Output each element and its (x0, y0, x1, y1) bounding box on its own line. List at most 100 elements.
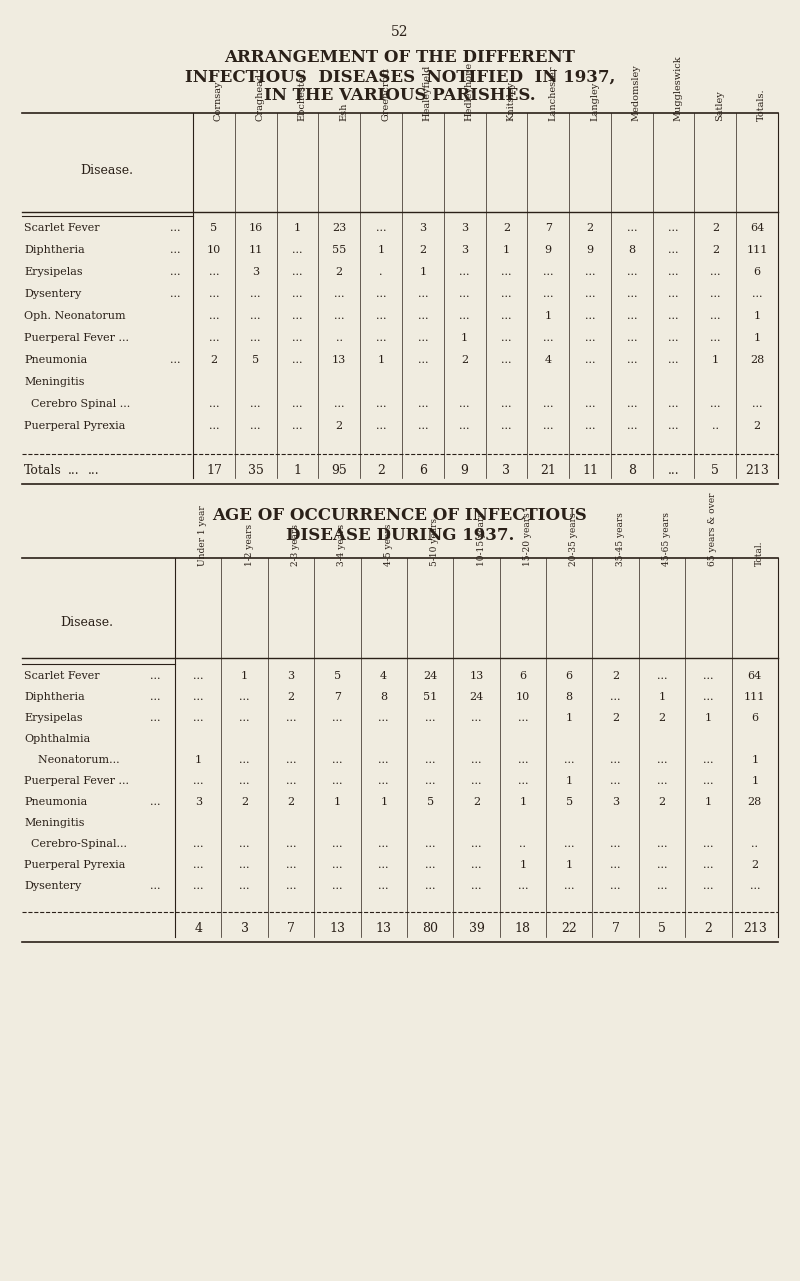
Text: ...: ... (501, 398, 512, 409)
Text: ...: ... (334, 311, 345, 322)
Text: ...: ... (501, 355, 512, 365)
Text: Total.: Total. (755, 541, 764, 566)
Text: Totals.: Totals. (757, 88, 766, 120)
Text: 1: 1 (519, 797, 526, 807)
Text: ...: ... (292, 245, 302, 255)
Text: ...: ... (626, 266, 637, 277)
Text: ...: ... (239, 881, 250, 892)
Text: 3: 3 (461, 223, 468, 233)
Text: 1: 1 (566, 714, 573, 722)
Text: 8: 8 (380, 692, 387, 702)
Text: ...: ... (425, 714, 435, 722)
Text: 15-20 years: 15-20 years (523, 512, 532, 566)
Text: ...: ... (378, 714, 389, 722)
Text: ...: ... (286, 860, 296, 870)
Text: ...: ... (543, 290, 554, 298)
Text: ...: ... (239, 776, 250, 787)
Text: 2: 2 (658, 797, 666, 807)
Text: 1: 1 (294, 223, 301, 233)
Text: Pneumonia: Pneumonia (24, 355, 87, 365)
Text: 24: 24 (470, 692, 484, 702)
Text: Disease.: Disease. (61, 616, 114, 629)
Text: 3-4 years: 3-4 years (338, 524, 346, 566)
Text: ...: ... (150, 881, 160, 892)
Text: 1: 1 (754, 311, 761, 322)
Text: ...: ... (418, 355, 428, 365)
Text: ...: ... (459, 311, 470, 322)
Text: 3: 3 (287, 671, 294, 681)
Text: ...: ... (657, 776, 667, 787)
Text: 1: 1 (751, 755, 758, 765)
Text: 35: 35 (248, 464, 264, 477)
Text: 5: 5 (334, 671, 341, 681)
Text: 2: 2 (712, 223, 719, 233)
Text: ..: .. (519, 839, 526, 849)
Text: 1: 1 (194, 755, 202, 765)
Text: Healeyfield: Healeyfield (423, 64, 432, 120)
Text: 2: 2 (241, 797, 248, 807)
Text: ..: .. (712, 421, 719, 430)
Text: 64: 64 (750, 223, 764, 233)
Text: 55: 55 (332, 245, 346, 255)
Text: ...: ... (334, 290, 345, 298)
Text: ...: ... (292, 355, 302, 365)
Text: Diphtheria: Diphtheria (24, 692, 85, 702)
Text: 7: 7 (334, 692, 341, 702)
Text: ...: ... (585, 355, 595, 365)
Text: ...: ... (418, 421, 428, 430)
Text: ...: ... (471, 755, 482, 765)
Text: 2: 2 (287, 797, 294, 807)
Text: ...: ... (518, 755, 528, 765)
Text: ..: .. (336, 333, 342, 343)
Text: 2: 2 (377, 464, 385, 477)
Text: 20-35 years: 20-35 years (570, 512, 578, 566)
Text: ...: ... (239, 692, 250, 702)
Text: ...: ... (710, 398, 721, 409)
Text: ...: ... (543, 398, 554, 409)
Text: ...: ... (501, 421, 512, 430)
Text: ...: ... (209, 333, 219, 343)
Text: DISEASE DURING 1937.: DISEASE DURING 1937. (286, 528, 514, 544)
Text: ...: ... (292, 333, 302, 343)
Text: ...: ... (193, 860, 203, 870)
Text: Muggleswick: Muggleswick (674, 55, 682, 120)
Text: ...: ... (209, 398, 219, 409)
Text: ...: ... (250, 311, 261, 322)
Text: ...: ... (150, 797, 160, 807)
Text: ...: ... (626, 398, 637, 409)
Text: Cerebro Spinal ...: Cerebro Spinal ... (24, 398, 130, 409)
Text: ...: ... (710, 333, 721, 343)
Text: 2: 2 (712, 245, 719, 255)
Text: ...: ... (501, 266, 512, 277)
Text: ...: ... (657, 860, 667, 870)
Text: 6: 6 (519, 671, 526, 681)
Text: 5: 5 (210, 223, 218, 233)
Text: 2: 2 (503, 223, 510, 233)
Text: Cornsay: Cornsay (214, 81, 223, 120)
Text: 2-3 years: 2-3 years (291, 524, 300, 566)
Text: ...: ... (332, 881, 342, 892)
Text: 2: 2 (287, 692, 294, 702)
Text: ...: ... (471, 839, 482, 849)
Text: Totals: Totals (24, 464, 62, 477)
Text: ...: ... (657, 671, 667, 681)
Text: 1: 1 (503, 245, 510, 255)
Text: 2: 2 (210, 355, 218, 365)
Text: ...: ... (193, 776, 203, 787)
Text: ...: ... (668, 311, 678, 322)
Text: ...: ... (418, 333, 428, 343)
Text: ...: ... (668, 290, 678, 298)
Text: ...: ... (193, 671, 203, 681)
Text: ...: ... (626, 333, 637, 343)
Text: 1: 1 (754, 333, 761, 343)
Text: ...: ... (68, 464, 80, 477)
Text: ...: ... (250, 421, 261, 430)
Text: 13: 13 (470, 671, 484, 681)
Text: 16: 16 (249, 223, 263, 233)
Text: 1: 1 (334, 797, 341, 807)
Text: Craghead: Craghead (256, 73, 265, 120)
Text: 1: 1 (519, 860, 526, 870)
Text: Dysentery: Dysentery (24, 881, 82, 892)
Text: 39: 39 (469, 921, 485, 935)
Text: 111: 111 (746, 245, 768, 255)
